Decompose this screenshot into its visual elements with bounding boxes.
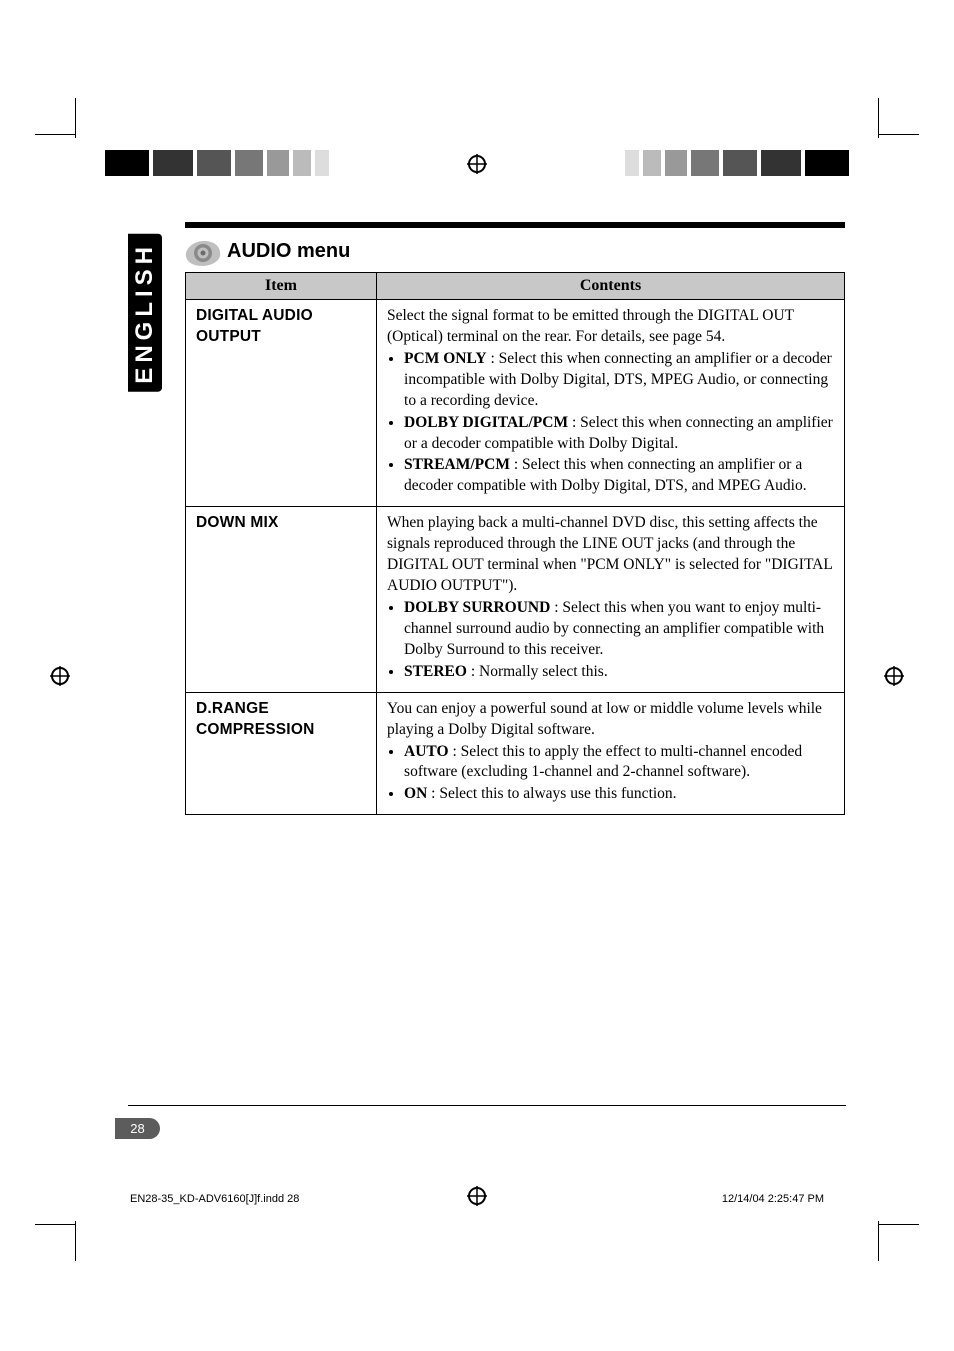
section-title: AUDIO menu — [227, 240, 350, 263]
registration-target-top — [467, 154, 487, 174]
footer-rule — [128, 1105, 846, 1106]
item-name: D.RANGE COMPRESSION — [186, 692, 377, 815]
table-row: DIGITAL AUDIO OUTPUT Select the signal f… — [186, 300, 845, 507]
header-rule — [185, 222, 845, 228]
item-contents: When playing back a multi-channel DVD di… — [377, 507, 845, 692]
bullet: PCM ONLY : Select this when connecting a… — [404, 349, 834, 412]
header-contents: Contents — [377, 273, 845, 300]
intro-text: Select the signal format to be emitted t… — [387, 307, 794, 345]
footer-timestamp: 12/14/04 2:25:47 PM — [722, 1193, 824, 1205]
registration-target-right — [884, 666, 904, 686]
crop-mark-br — [879, 1221, 919, 1261]
print-calibration-bars-right — [625, 150, 849, 176]
item-contents: Select the signal format to be emitted t… — [377, 300, 845, 507]
intro-text: When playing back a multi-channel DVD di… — [387, 514, 832, 594]
table-header-row: Item Contents — [186, 273, 845, 300]
bullet: DOLBY DIGITAL/PCM : Select this when con… — [404, 413, 834, 455]
audio-settings-table: Item Contents DIGITAL AUDIO OUTPUT Selec… — [185, 272, 845, 815]
table-row: DOWN MIX When playing back a multi-chann… — [186, 507, 845, 692]
crop-mark-tr — [879, 98, 919, 138]
item-name: DIGITAL AUDIO OUTPUT — [186, 300, 377, 507]
item-name: DOWN MIX — [186, 507, 377, 692]
bullet: ON : Select this to always use this func… — [404, 784, 834, 805]
item-contents: You can enjoy a powerful sound at low or… — [377, 692, 845, 815]
registration-target-bottom — [467, 1186, 487, 1206]
language-tab: ENGLISH — [128, 234, 162, 392]
footer-filename: EN28-35_KD-ADV6160[J]f.indd 28 — [130, 1193, 299, 1205]
audio-section-icon — [185, 239, 221, 272]
bullet: STEREO : Normally select this. — [404, 662, 834, 683]
bullet: AUTO : Select this to apply the effect t… — [404, 742, 834, 784]
intro-text: You can enjoy a powerful sound at low or… — [387, 700, 822, 738]
registration-target-left — [50, 666, 70, 686]
bullet: DOLBY SURROUND : Select this when you wa… — [404, 598, 834, 661]
page-number: 28 — [115, 1118, 160, 1139]
table-row: D.RANGE COMPRESSION You can enjoy a powe… — [186, 692, 845, 815]
crop-mark-tl — [35, 98, 75, 138]
print-calibration-bars-left — [105, 150, 329, 176]
header-item: Item — [186, 273, 377, 300]
bullet: STREAM/PCM : Select this when connecting… — [404, 455, 834, 497]
crop-mark-bl — [35, 1221, 75, 1261]
